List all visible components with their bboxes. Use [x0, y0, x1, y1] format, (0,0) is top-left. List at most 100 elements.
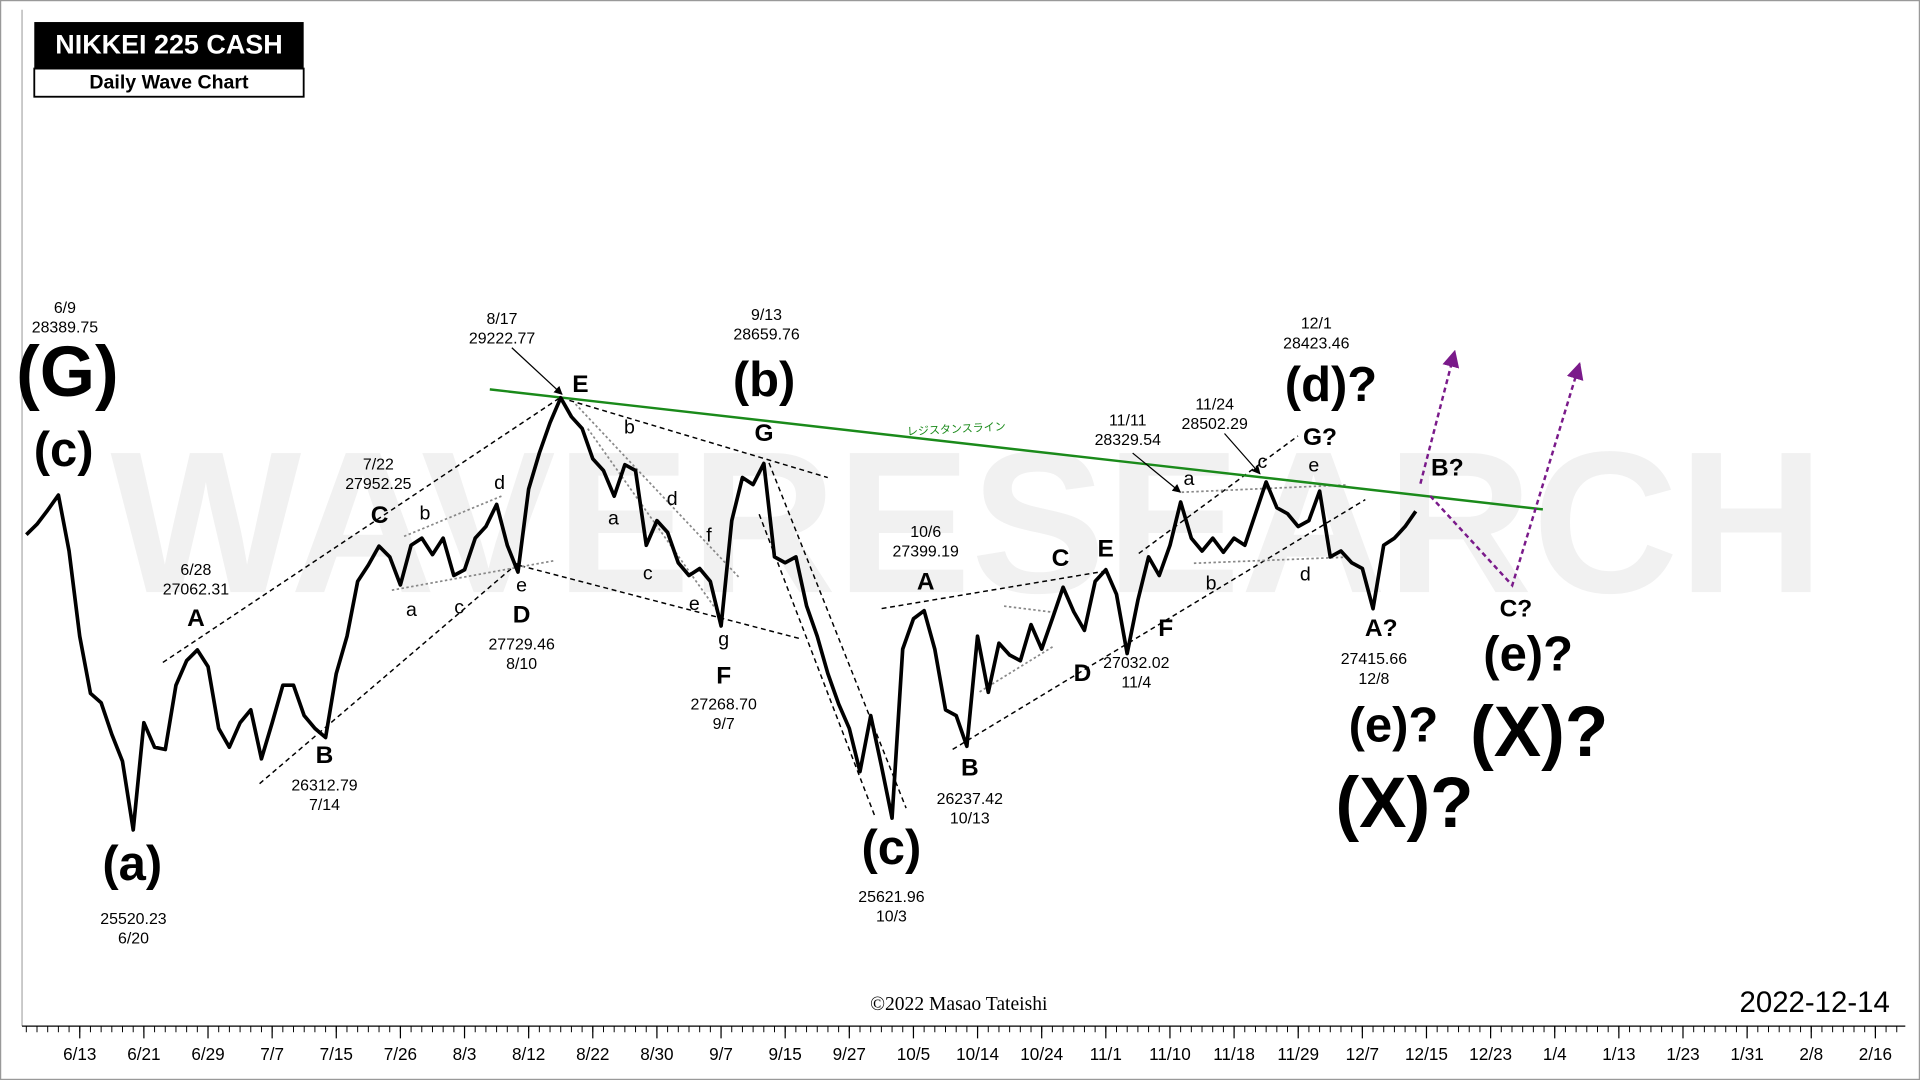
trend-line	[259, 560, 521, 785]
x-tick-label: 2/8	[1799, 1044, 1823, 1064]
annotation: 27268.70	[691, 697, 757, 714]
annotation: F	[716, 663, 731, 690]
annotation: (b)	[733, 353, 796, 407]
annotation: 27062.31	[163, 581, 229, 598]
annotation: A	[187, 605, 205, 632]
annotation: 6/20	[118, 930, 149, 947]
annotation: 27729.46	[488, 637, 554, 654]
x-tick-label: 9/27	[833, 1044, 866, 1064]
annotation: C	[1052, 545, 1070, 572]
annotation: A?	[1365, 615, 1398, 642]
title-box	[34, 22, 304, 69]
annotation: f	[706, 524, 712, 546]
annotation: e	[1308, 455, 1319, 477]
annotation: 12/1	[1301, 316, 1332, 333]
annotation: G	[755, 420, 774, 447]
x-tick-label: 6/29	[191, 1044, 224, 1064]
x-tick-label: 6/21	[127, 1044, 160, 1064]
chart-date: 2022-12-14	[1740, 986, 1890, 1019]
x-tick-label: 11/10	[1149, 1044, 1191, 1064]
annotation: (e)?	[1483, 627, 1573, 681]
annotation: d	[1300, 564, 1311, 586]
annotation: 26237.42	[937, 791, 1003, 808]
projection-path	[1429, 362, 1584, 588]
pointer-arrow	[1224, 433, 1261, 475]
annotation: 9/13	[751, 307, 782, 324]
annotation: 8/17	[487, 311, 518, 328]
annotation: 27415.66	[1341, 651, 1407, 668]
annotation: 11/11	[1109, 412, 1147, 429]
annotation: d	[494, 472, 505, 494]
trend-line	[569, 399, 828, 479]
annotation: a	[608, 507, 619, 529]
annotation: 10/6	[910, 524, 941, 541]
annotation: D	[513, 601, 531, 628]
x-tick-label: 7/26	[384, 1044, 417, 1064]
annotation: b	[419, 502, 430, 524]
annotation: 29222.77	[469, 330, 535, 347]
price-line	[25, 396, 1418, 832]
annotation: 6/9	[54, 300, 76, 317]
trend-line	[162, 397, 560, 664]
x-tick-label: 8/3	[453, 1044, 477, 1064]
annotation: 27952.25	[345, 476, 411, 493]
annotation: C?	[1500, 595, 1533, 622]
x-tick-label: 11/1	[1090, 1044, 1122, 1064]
pointer-arrow	[511, 347, 563, 395]
annotation: (X)?	[1470, 693, 1608, 772]
wedge-line	[403, 495, 503, 538]
annotation: (d)?	[1285, 358, 1377, 412]
annotation: G?	[1303, 424, 1337, 451]
annotation: 28423.46	[1283, 335, 1349, 352]
annotation: 27399.19	[893, 543, 959, 560]
x-tick-label: 2/16	[1859, 1044, 1892, 1064]
annotation: (a)	[102, 837, 162, 891]
x-tick-label: 9/15	[769, 1044, 802, 1064]
trend-line	[952, 498, 1366, 751]
annotation: C	[371, 502, 389, 529]
annotation: 28329.54	[1095, 432, 1161, 449]
x-tick-label: 8/12	[512, 1044, 545, 1064]
x-tick-label: 10/14	[956, 1044, 999, 1064]
x-tick-label: 11/29	[1277, 1044, 1319, 1064]
pointer-arrow	[1132, 452, 1182, 493]
trend-line	[881, 569, 1109, 610]
annotation: 25520.23	[100, 911, 166, 928]
x-tick-label: 10/5	[897, 1044, 930, 1064]
wedge-line	[1193, 556, 1347, 565]
annotation: 10/13	[950, 810, 990, 827]
annotation: B	[316, 742, 334, 769]
projection-path	[1419, 349, 1460, 484]
x-tick-label: 9/7	[709, 1044, 733, 1064]
x-tick-label: 1/13	[1602, 1044, 1635, 1064]
annotation: 9/7	[713, 716, 735, 733]
annotation: 11/4	[1121, 674, 1151, 691]
trend-line	[1138, 435, 1299, 555]
x-tick-label: 8/30	[640, 1044, 673, 1064]
trend-line	[758, 514, 877, 819]
annotation: g	[718, 629, 729, 651]
trend-line	[768, 462, 907, 809]
annotation: (c)	[34, 423, 94, 477]
x-tick-label: 12/23	[1469, 1044, 1512, 1064]
annotation: e	[689, 593, 700, 615]
annotation: D	[1074, 660, 1092, 687]
annotation: 25621.96	[858, 889, 924, 906]
trend-lines	[162, 397, 1366, 819]
annotation: A	[917, 568, 935, 595]
annotation: c	[1258, 451, 1268, 473]
annotation: 11/24	[1195, 397, 1234, 414]
wedge-line	[1003, 605, 1054, 614]
x-tick-label: 11/18	[1213, 1044, 1255, 1064]
annotation: 28389.75	[32, 319, 98, 336]
annotation: 7/14	[309, 797, 340, 814]
x-tick-label: 6/13	[63, 1044, 96, 1064]
annotation: (e)?	[1349, 699, 1439, 753]
annotation: (X)?	[1335, 764, 1473, 843]
x-tick-label: 10/24	[1020, 1044, 1063, 1064]
annotation: (G)	[16, 333, 119, 412]
annotation: E	[1098, 535, 1114, 562]
subtitle-box	[33, 67, 305, 98]
